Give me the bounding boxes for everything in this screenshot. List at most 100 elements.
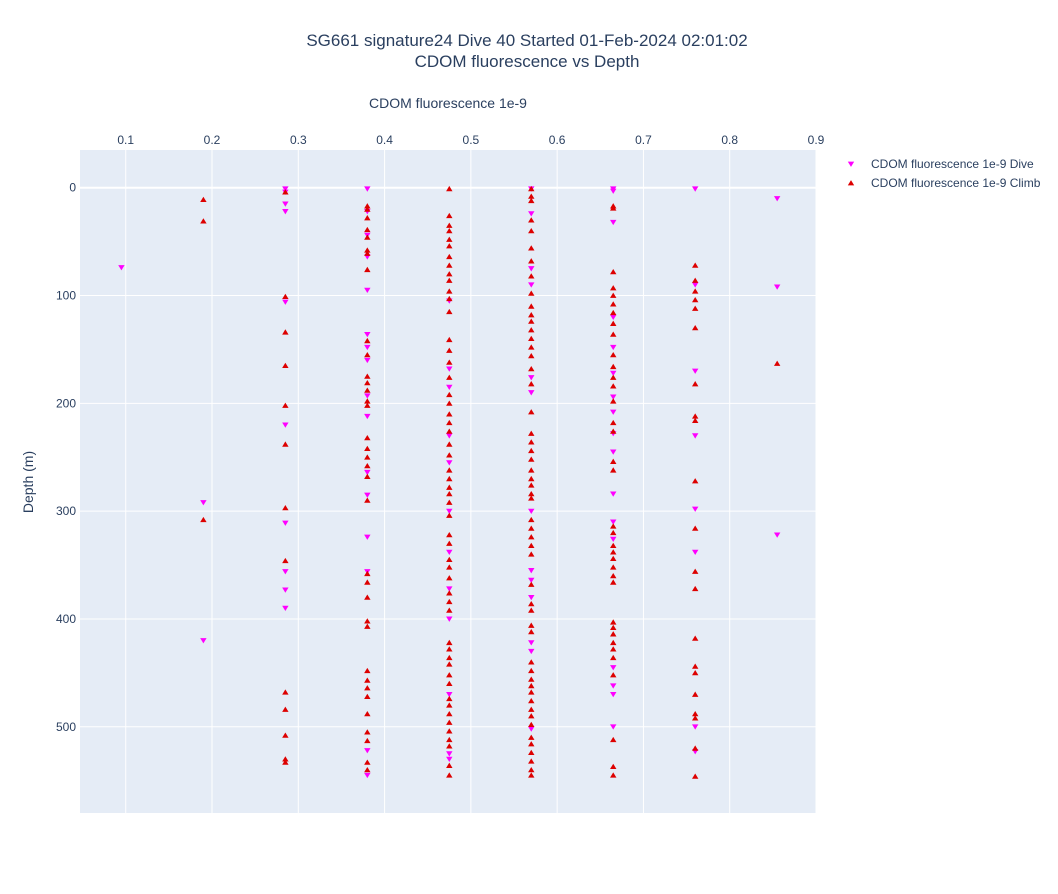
data-point (446, 374, 453, 380)
data-point (446, 227, 453, 234)
data-point (528, 698, 535, 704)
data-point (528, 312, 535, 318)
legend-item-dive[interactable]: CDOM fluorescence 1e-9 Dive (847, 157, 1034, 171)
data-point (364, 454, 371, 460)
data-point (610, 529, 617, 536)
y-tick-label: 200 (56, 396, 76, 410)
data-point (200, 638, 207, 644)
data-point (692, 478, 699, 484)
data-point (446, 347, 453, 353)
data-point (528, 568, 535, 574)
y-tick-label: 500 (56, 720, 76, 734)
data-point (446, 710, 453, 717)
data-point (446, 719, 453, 725)
data-point (446, 692, 453, 698)
data-point (446, 639, 453, 646)
data-point (446, 452, 453, 458)
data-point (282, 209, 289, 215)
data-point (446, 661, 453, 667)
data-point (610, 314, 617, 320)
data-point (528, 456, 535, 462)
series-climb (200, 185, 781, 779)
data-point (610, 428, 617, 434)
data-point (364, 434, 371, 441)
data-point (528, 475, 535, 482)
data-point (528, 713, 535, 719)
data-point (528, 622, 535, 628)
data-point (528, 193, 535, 199)
data-point (446, 531, 453, 538)
data-point (364, 579, 371, 585)
data-point (528, 542, 535, 549)
data-point (528, 772, 535, 778)
data-point (610, 285, 617, 291)
data-point (528, 409, 535, 415)
legend-label: CDOM fluorescence 1e-9 Climb (871, 176, 1041, 190)
data-point (446, 391, 453, 398)
data-point (610, 639, 617, 646)
legend[interactable]: CDOM fluorescence 1e-9 Dive CDOM fluoresc… (847, 157, 1041, 190)
data-point (610, 370, 617, 377)
data-point (610, 292, 617, 298)
data-point (528, 516, 535, 523)
data-point (528, 682, 535, 689)
data-point (610, 549, 617, 555)
data-point (446, 607, 453, 613)
data-point (528, 266, 535, 272)
data-point (364, 234, 371, 240)
data-point (528, 600, 535, 607)
data-point (118, 265, 125, 271)
data-point (528, 303, 535, 309)
data-point (773, 532, 781, 538)
data-point (610, 309, 617, 316)
data-point (610, 624, 617, 630)
data-point (446, 359, 453, 365)
data-point (282, 441, 289, 447)
data-point (528, 629, 535, 635)
data-point (446, 672, 453, 678)
data-point (446, 680, 453, 687)
data-point (692, 296, 699, 303)
data-point (692, 262, 699, 268)
x-axis-title: CDOM fluorescence 1e-9 (369, 95, 527, 111)
data-point (528, 211, 535, 217)
data-point (364, 497, 371, 503)
data-point (528, 734, 535, 740)
data-point (364, 186, 371, 192)
data-point (446, 695, 453, 702)
data-point (692, 663, 699, 669)
data-point (692, 525, 699, 531)
data-point (364, 250, 371, 256)
data-point (610, 458, 617, 464)
data-point (282, 402, 289, 408)
legend-item-climb[interactable]: CDOM fluorescence 1e-9 Climb (847, 176, 1041, 190)
data-point (610, 692, 617, 698)
data-point (610, 449, 617, 455)
data-point (610, 519, 617, 525)
data-point (692, 715, 699, 721)
data-point (528, 581, 535, 587)
data-point (610, 419, 617, 426)
data-point (282, 569, 289, 575)
data-point (200, 196, 207, 202)
data-point (692, 568, 699, 574)
data-point (364, 766, 371, 773)
data-point (446, 441, 453, 447)
data-point (446, 756, 453, 762)
data-point (610, 301, 617, 307)
data-point (364, 759, 371, 765)
data-point (446, 646, 453, 652)
data-point (446, 467, 453, 473)
data-point (610, 564, 617, 570)
data-point (528, 327, 535, 333)
data-point (692, 277, 699, 283)
data-point (528, 430, 535, 436)
data-point (610, 736, 617, 743)
series-dive (118, 186, 781, 779)
data-point (610, 646, 617, 652)
data-point (364, 203, 371, 209)
data-point (692, 549, 699, 555)
data-point (364, 685, 371, 691)
data-point (528, 290, 535, 296)
